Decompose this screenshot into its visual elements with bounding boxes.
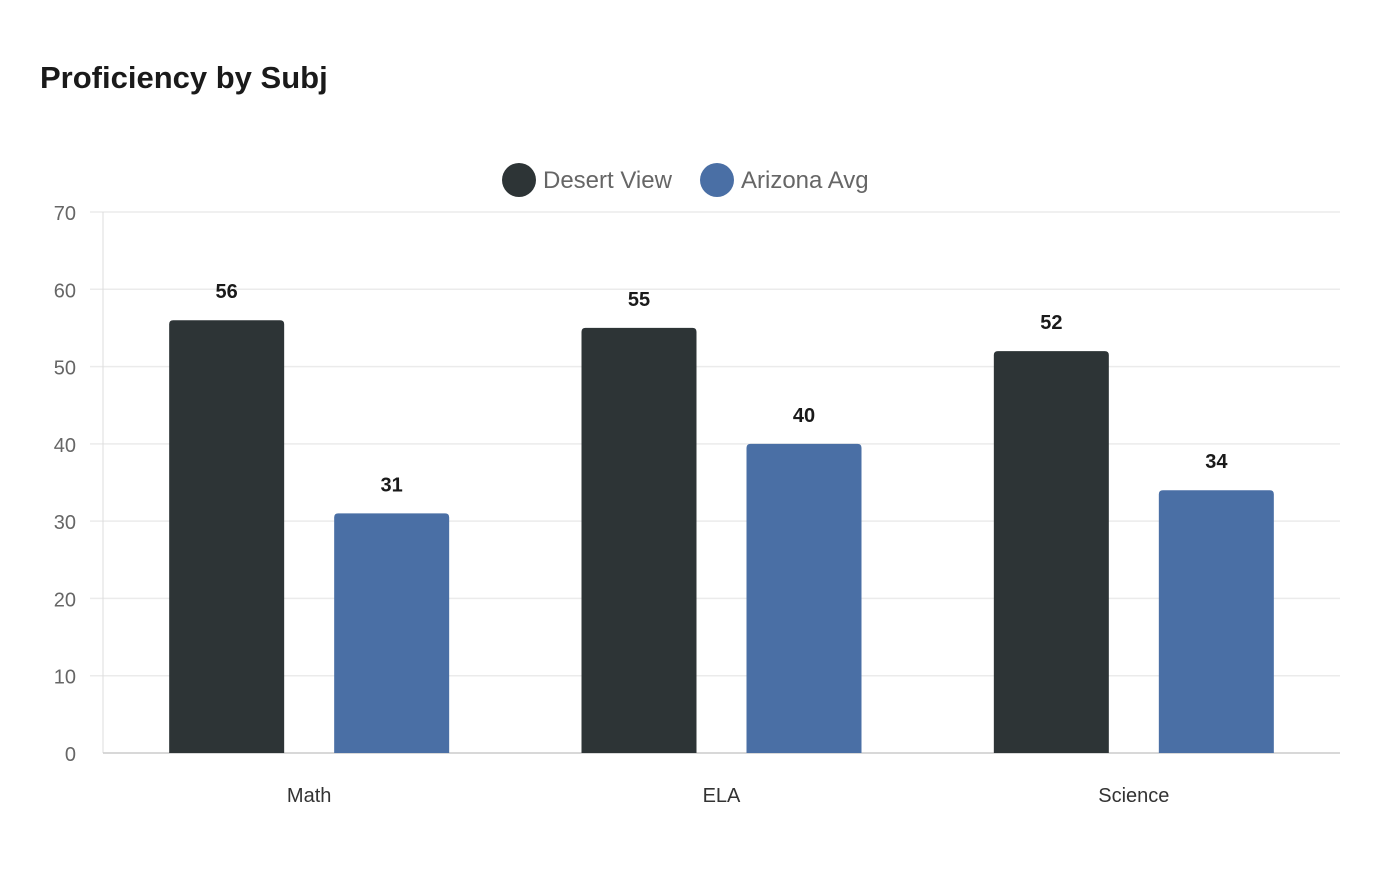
x-tick-label: Math (287, 785, 331, 807)
chart-title: Proficiency by Subj (40, 60, 328, 95)
legend-label: Arizona Avg (741, 167, 869, 194)
y-tick-label: 10 (54, 667, 76, 689)
data-label: 34 (1205, 451, 1228, 473)
data-label: 40 (793, 405, 815, 427)
y-tick-label: 70 (54, 203, 76, 225)
data-label: 52 (1040, 312, 1062, 334)
data-label: 55 (628, 289, 650, 311)
bar (993, 351, 1109, 753)
legend-swatch (700, 163, 734, 197)
bar (1158, 490, 1274, 753)
data-label: 31 (381, 474, 403, 496)
x-tick-label: Science (1098, 785, 1169, 807)
bar (169, 320, 285, 753)
y-tick-label: 50 (54, 358, 76, 380)
x-tick-label: ELA (703, 785, 741, 807)
y-tick-label: 60 (54, 280, 76, 302)
y-tick-label: 0 (65, 744, 76, 766)
data-label: 56 (216, 281, 238, 303)
bar (746, 443, 862, 753)
y-tick-label: 30 (54, 512, 76, 534)
bar (581, 327, 697, 753)
legend-swatch (502, 163, 536, 197)
y-tick-label: 40 (54, 435, 76, 457)
legend-label: Desert View (543, 167, 673, 194)
y-tick-label: 20 (54, 589, 76, 611)
bar (334, 513, 450, 753)
